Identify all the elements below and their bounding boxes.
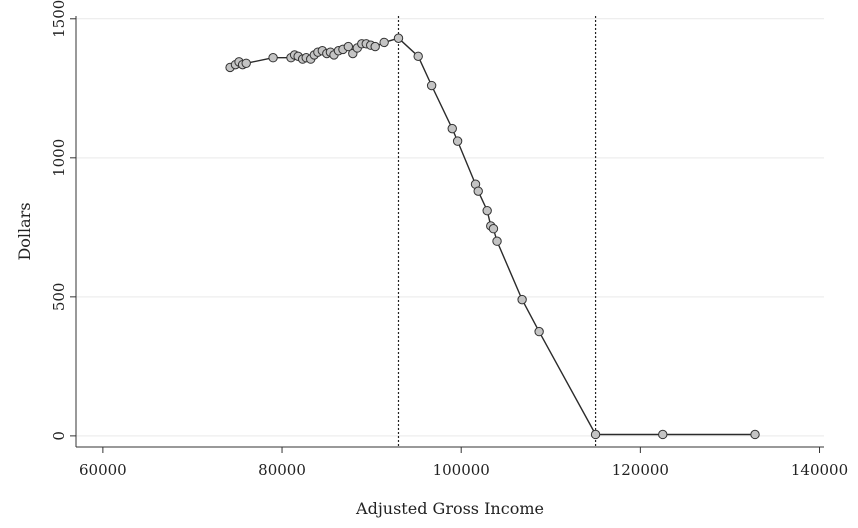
data-point — [426, 80, 437, 91]
y-tick-label: 1000 — [50, 139, 68, 177]
data-point — [343, 41, 354, 52]
y-axis-ticks: 0 500 1000 1500 — [50, 0, 76, 441]
data-point — [370, 41, 380, 52]
x-tick-label: 60000 — [79, 461, 127, 479]
data-point — [517, 294, 527, 305]
data-point — [413, 51, 423, 62]
data-point — [452, 136, 463, 146]
x-tick-label: 100000 — [433, 461, 490, 479]
data-point — [393, 33, 404, 43]
data-point — [482, 205, 492, 216]
y-tick-label: 0 — [50, 431, 68, 441]
x-tick-label: 140000 — [791, 461, 848, 479]
data-point — [658, 429, 668, 440]
data-point — [492, 236, 502, 246]
data-point — [488, 224, 499, 234]
data-point — [473, 186, 483, 196]
x-axis-title: Adjusted Gross Income — [355, 499, 544, 518]
data-point — [241, 58, 251, 68]
x-axis-ticks: 60000 80000 100000 120000 140000 — [79, 447, 848, 479]
data-point — [534, 326, 544, 337]
x-tick-label: 120000 — [612, 461, 669, 479]
gridlines — [76, 18, 824, 437]
data-point — [268, 53, 278, 63]
y-tick-label: 500 — [50, 283, 68, 312]
series-line — [229, 37, 755, 436]
y-axis-title: Dollars — [15, 202, 34, 260]
data-point — [750, 429, 760, 440]
data-point — [590, 429, 601, 440]
series — [225, 33, 760, 440]
data-point — [447, 123, 457, 134]
y-tick-label: 1500 — [50, 0, 68, 38]
data-point — [379, 37, 389, 48]
x-tick-label: 80000 — [258, 461, 306, 479]
axes — [75, 16, 824, 448]
